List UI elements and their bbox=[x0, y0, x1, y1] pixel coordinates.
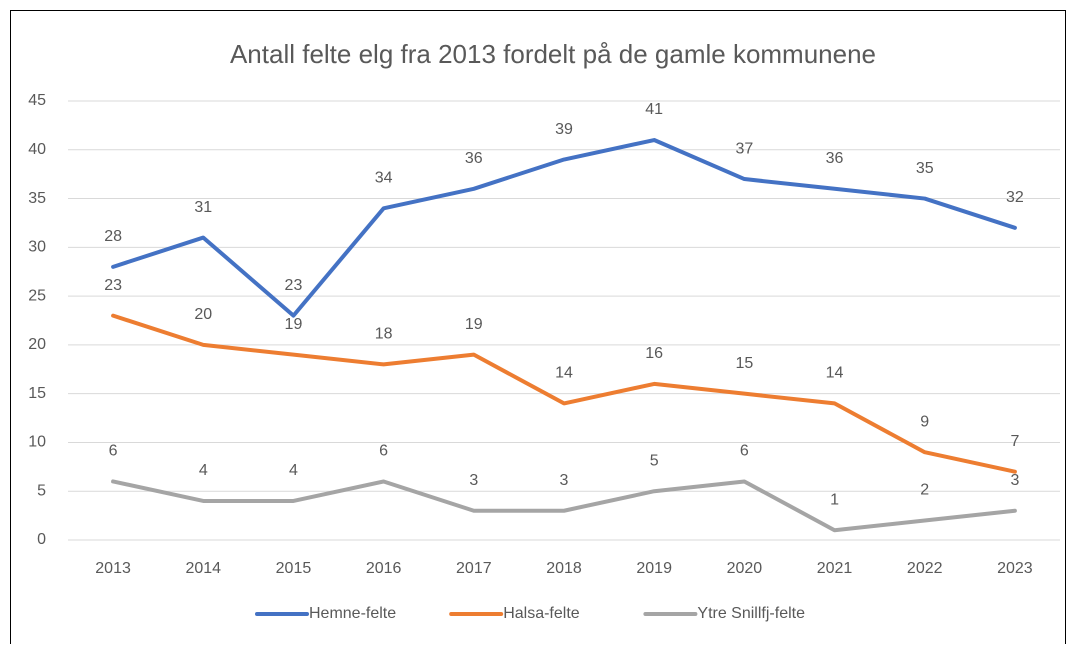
data-label: 2 bbox=[920, 482, 929, 499]
y-tick-label: 5 bbox=[37, 482, 46, 499]
y-tick-label: 20 bbox=[28, 336, 46, 353]
data-label: 7 bbox=[1010, 433, 1019, 450]
legend-label: Halsa-felte bbox=[503, 605, 580, 622]
x-tick-label: 2020 bbox=[727, 560, 763, 577]
y-tick-label: 25 bbox=[28, 287, 46, 304]
data-label: 6 bbox=[109, 443, 118, 460]
x-tick-label: 2018 bbox=[546, 560, 582, 577]
y-tick-label: 0 bbox=[37, 531, 46, 548]
data-label: 19 bbox=[285, 316, 303, 333]
data-label: 23 bbox=[285, 277, 303, 294]
data-label: 4 bbox=[199, 462, 208, 479]
x-tick-label: 2021 bbox=[817, 560, 853, 577]
x-tick-label: 2014 bbox=[185, 560, 221, 577]
x-tick-label: 2016 bbox=[366, 560, 402, 577]
data-label: 23 bbox=[104, 277, 122, 294]
data-label: 39 bbox=[555, 121, 573, 138]
data-label: 16 bbox=[645, 345, 663, 362]
data-label: 28 bbox=[104, 228, 122, 245]
x-tick-label: 2017 bbox=[456, 560, 492, 577]
data-label: 36 bbox=[465, 150, 483, 167]
x-tick-label: 2022 bbox=[907, 560, 943, 577]
x-tick-label: 2023 bbox=[997, 560, 1033, 577]
y-tick-label: 30 bbox=[28, 239, 46, 256]
data-label: 9 bbox=[920, 413, 929, 430]
data-label: 14 bbox=[555, 365, 573, 382]
data-label: 31 bbox=[194, 199, 212, 216]
chart-title: Antall felte elg fra 2013 fordelt på de … bbox=[230, 39, 876, 69]
legend-label: Hemne-felte bbox=[309, 605, 396, 622]
data-label: 6 bbox=[379, 443, 388, 460]
data-label: 14 bbox=[826, 365, 844, 382]
data-label: 34 bbox=[375, 170, 393, 187]
data-label: 3 bbox=[1010, 472, 1019, 489]
data-label: 20 bbox=[194, 306, 212, 323]
data-label: 1 bbox=[830, 491, 839, 508]
x-tick-label: 2019 bbox=[636, 560, 672, 577]
data-label: 3 bbox=[560, 472, 569, 489]
y-tick-label: 45 bbox=[28, 92, 46, 109]
x-tick-label: 2013 bbox=[95, 560, 131, 577]
data-label: 6 bbox=[740, 443, 749, 460]
data-label: 3 bbox=[469, 472, 478, 489]
legend-label: Ytre Snillfj-felte bbox=[697, 605, 805, 622]
data-label: 32 bbox=[1006, 189, 1024, 206]
series-line bbox=[111, 313, 1017, 474]
data-label: 18 bbox=[375, 326, 393, 343]
data-label: 37 bbox=[735, 140, 753, 157]
y-tick-label: 35 bbox=[28, 190, 46, 207]
data-label: 4 bbox=[289, 462, 298, 479]
series-line bbox=[111, 138, 1017, 318]
data-label: 19 bbox=[465, 316, 483, 333]
data-label: 36 bbox=[826, 150, 844, 167]
chart-frame bbox=[10, 10, 1066, 649]
y-tick-label: 40 bbox=[28, 141, 46, 158]
y-tick-label: 15 bbox=[28, 385, 46, 402]
data-label: 35 bbox=[916, 160, 934, 177]
data-label: 15 bbox=[735, 355, 753, 372]
y-tick-label: 10 bbox=[28, 434, 46, 451]
series-line bbox=[111, 479, 1017, 533]
x-tick-label: 2015 bbox=[276, 560, 312, 577]
data-label: 41 bbox=[645, 101, 663, 118]
data-label: 5 bbox=[650, 452, 659, 469]
